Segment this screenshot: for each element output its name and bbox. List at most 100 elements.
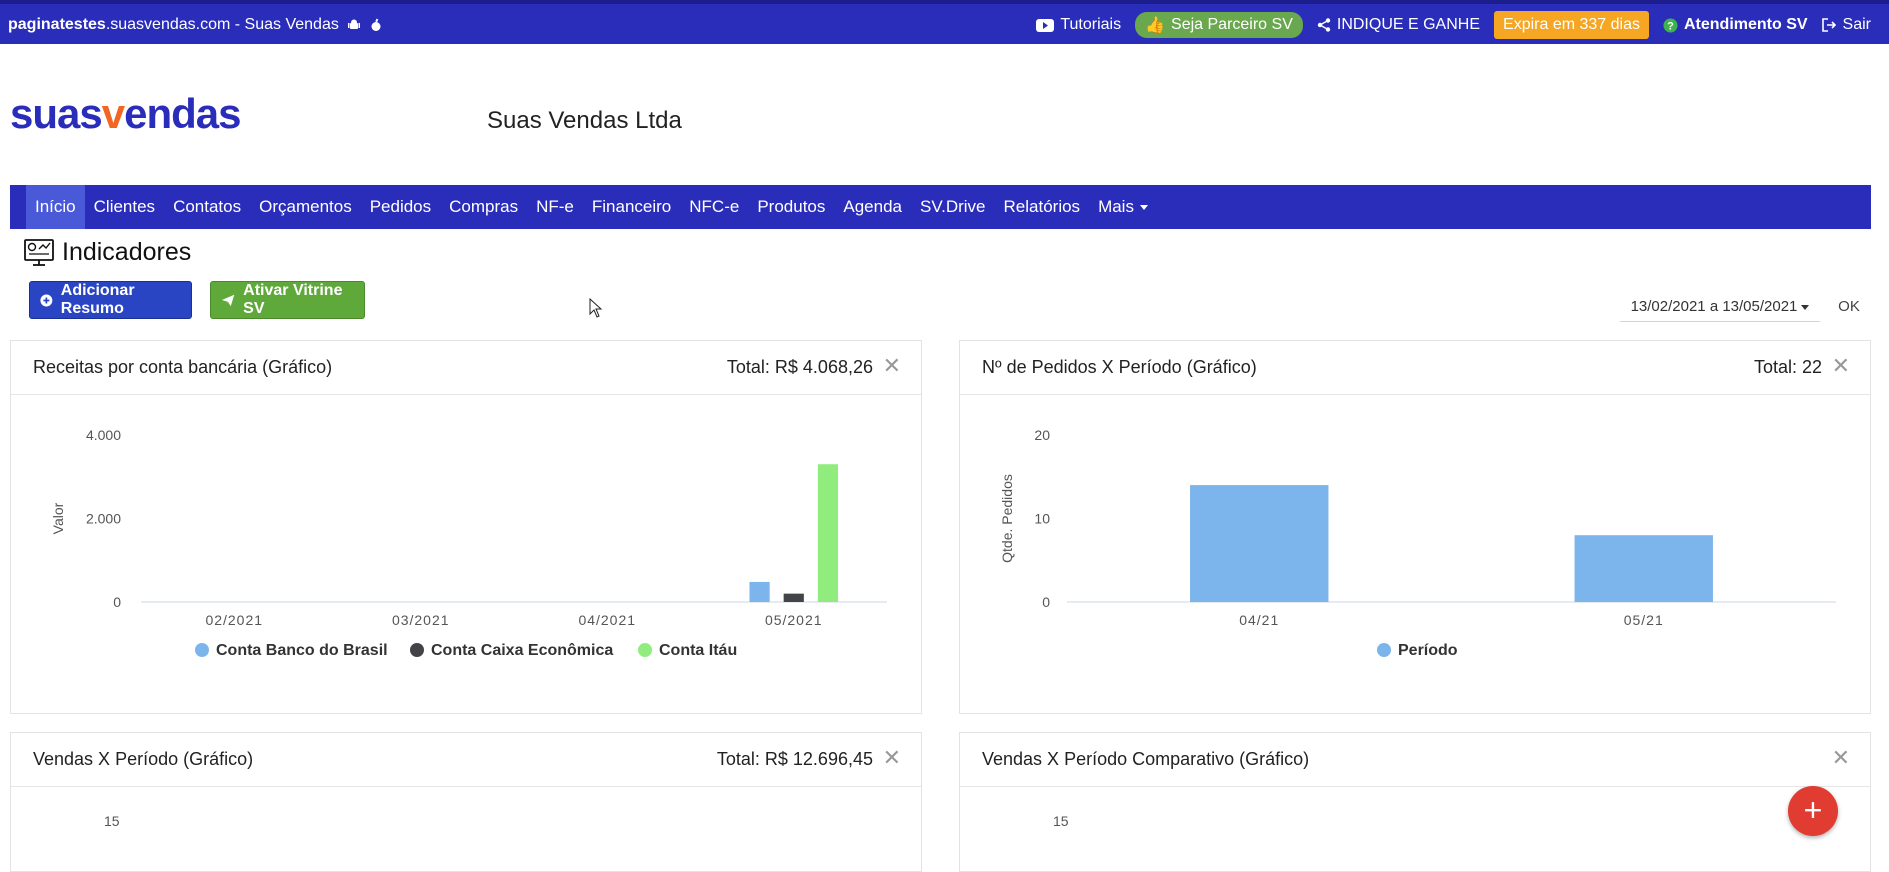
- panel-pedidos: Nº de Pedidos X Período (Gráfico) Total:…: [959, 340, 1871, 714]
- suasvendas-logo[interactable]: suasvendas: [10, 90, 241, 137]
- y-tick-label: 20: [1034, 427, 1050, 443]
- x-tick-label: 05/2021: [765, 612, 823, 628]
- expira-badge[interactable]: Expira em 337 dias: [1494, 11, 1649, 39]
- app-name: - Suas Vendas: [230, 16, 339, 33]
- y-tick-label: 4.000: [86, 427, 121, 443]
- date-range-value: 13/02/2021 a 13/05/2021: [1630, 298, 1798, 315]
- nav-item-sv-drive[interactable]: SV.Drive: [911, 185, 995, 229]
- nav-item-label: Orçamentos: [259, 197, 352, 216]
- domain-rest: .suasvendas.com: [105, 16, 231, 33]
- domain-bold: paginatestes: [8, 16, 106, 33]
- y-tick-label: 2.000: [86, 511, 121, 527]
- nav-item-compras[interactable]: Compras: [440, 185, 527, 229]
- tutoriais-label: Tutoriais: [1060, 16, 1122, 33]
- panel-total: Total: R$ 4.068,26: [726, 357, 873, 377]
- close-icon[interactable]: ✕: [1831, 745, 1850, 770]
- ok-button[interactable]: OK: [1838, 298, 1860, 315]
- nav-item-agenda[interactable]: Agenda: [834, 185, 911, 229]
- bar: [1190, 485, 1329, 602]
- thumbs-up-icon: 👍: [1145, 17, 1166, 34]
- legend-marker: [638, 643, 652, 657]
- nav-item-label: Produtos: [757, 197, 826, 216]
- nav-item-label: Pedidos: [369, 197, 432, 216]
- bar: [749, 581, 770, 602]
- panel-title: Nº de Pedidos X Período (Gráfico): [982, 357, 1257, 377]
- atendimento-label: Atendimento SV: [1683, 16, 1808, 33]
- nav-item-pedidos[interactable]: Pedidos: [361, 185, 440, 229]
- y-tick-label: 15: [104, 813, 120, 829]
- chevron-down-icon: [1139, 205, 1148, 211]
- atendimento-link[interactable]: ? Atendimento SV: [1663, 16, 1808, 34]
- y-axis-label: Valor: [50, 502, 66, 534]
- ativar-vitrine-button[interactable]: Ativar Vitrine SV: [210, 281, 365, 319]
- nav-item-mais[interactable]: Mais: [1089, 185, 1157, 229]
- nav-item-label: Mais: [1098, 197, 1134, 216]
- android-icon[interactable]: [347, 18, 361, 32]
- close-icon[interactable]: ✕: [882, 353, 901, 378]
- svg-text:?: ?: [1667, 20, 1674, 32]
- bar: [1574, 535, 1713, 602]
- panel-vendas: Vendas X Período (Gráfico) Total: R$ 12.…: [10, 732, 922, 872]
- nav-item-label: Agenda: [843, 197, 902, 216]
- nav-item-in-cio[interactable]: Início: [26, 185, 85, 229]
- close-icon[interactable]: ✕: [882, 745, 901, 770]
- nav-item-clientes[interactable]: Clientes: [85, 185, 164, 229]
- ativar-vitrine-label: Ativar Vitrine SV: [243, 282, 343, 317]
- receitas-chart: Valor 0 2.000 4.000 02/2021 03/2021 04/2021 05/…: [50, 427, 887, 659]
- nav-item-financeiro[interactable]: Financeiro: [583, 185, 680, 229]
- panel-title: Receitas por conta bancária (Gráfico): [33, 357, 333, 377]
- x-tick-label: 05/21: [1624, 612, 1664, 628]
- x-tick-label: 04/21: [1239, 612, 1279, 628]
- mouse-cursor-icon: [589, 298, 603, 318]
- sair-link[interactable]: Sair: [1821, 16, 1871, 34]
- add-resumo-button[interactable]: Adicionar Resumo: [29, 281, 192, 319]
- legend-marker: [1377, 643, 1391, 657]
- panel-comparativo: Vendas X Período Comparativo (Gráfico) ✕…: [959, 732, 1871, 872]
- legend-marker: [195, 643, 209, 657]
- top-bar: paginatestes.suasvendas.com - Suas Venda…: [0, 0, 1889, 44]
- nav-item-label: NF-e: [536, 197, 574, 216]
- nav-item-label: Contatos: [173, 197, 242, 216]
- nav-item-nf-e[interactable]: NF-e: [527, 185, 583, 229]
- nav-item-nfc-e[interactable]: NFC-e: [680, 185, 748, 229]
- add-resumo-label: Adicionar Resumo: [60, 282, 135, 317]
- date-range-picker[interactable]: 13/02/2021 a 13/05/2021: [1620, 298, 1820, 322]
- sair-label: Sair: [1842, 16, 1871, 33]
- indique-link[interactable]: INDIQUE E GANHE: [1317, 16, 1480, 34]
- nav-item-relat-rios[interactable]: Relatórios: [995, 185, 1090, 229]
- panel-header: Vendas X Período Comparativo (Gráfico) ✕: [960, 733, 1870, 787]
- bar: [817, 464, 839, 602]
- panel-header: Vendas X Período (Gráfico) Total: R$ 12.…: [11, 733, 921, 787]
- legend-label: Conta Caixa Econômica: [431, 642, 613, 659]
- pedidos-chart: Qtde. Pedidos 0 10 20 04/21 05/21 Período: [999, 427, 1836, 659]
- nav-item-contatos[interactable]: Contatos: [164, 185, 250, 229]
- y-tick-label: 0: [113, 594, 121, 610]
- x-tick-label: 02/2021: [205, 612, 263, 628]
- bar: [783, 593, 804, 602]
- panel-header: Receitas por conta bancária (Gráfico) To…: [11, 341, 921, 395]
- nav-item-label: SV.Drive: [920, 197, 986, 216]
- apple-icon[interactable]: [369, 18, 383, 32]
- youtube-icon: [1036, 18, 1055, 32]
- page-title-text: Indicadores: [62, 238, 192, 266]
- y-tick-label: 10: [1034, 511, 1050, 527]
- nav-item-or-amentos[interactable]: Orçamentos: [250, 185, 361, 229]
- indique-label: INDIQUE E GANHE: [1336, 16, 1481, 33]
- seja-parceiro-button[interactable]: 👍 Seja Parceiro SV: [1135, 12, 1303, 38]
- legend-label: Conta Itáu: [659, 642, 737, 659]
- panel-title: Vendas X Período (Gráfico): [33, 749, 254, 769]
- panel-title: Vendas X Período Comparativo (Gráfico): [982, 749, 1310, 769]
- parceiro-label: Seja Parceiro SV: [1171, 16, 1293, 33]
- x-tick-label: 03/2021: [392, 612, 450, 628]
- add-fab-button[interactable]: +: [1788, 786, 1838, 836]
- tutoriais-link[interactable]: Tutoriais: [1036, 16, 1121, 34]
- page-title: Indicadores: [24, 238, 191, 267]
- plus-circle-icon: [40, 294, 53, 306]
- nav-item-label: Relatórios: [1003, 197, 1081, 216]
- company-name: Suas Vendas Ltda: [487, 107, 682, 134]
- dashboard-monitor-icon: [24, 238, 54, 266]
- close-icon[interactable]: ✕: [1831, 353, 1850, 378]
- x-tick-label: 04/2021: [578, 612, 636, 628]
- nav-item-produtos[interactable]: Produtos: [748, 185, 834, 229]
- nav-item-label: Financeiro: [591, 197, 672, 216]
